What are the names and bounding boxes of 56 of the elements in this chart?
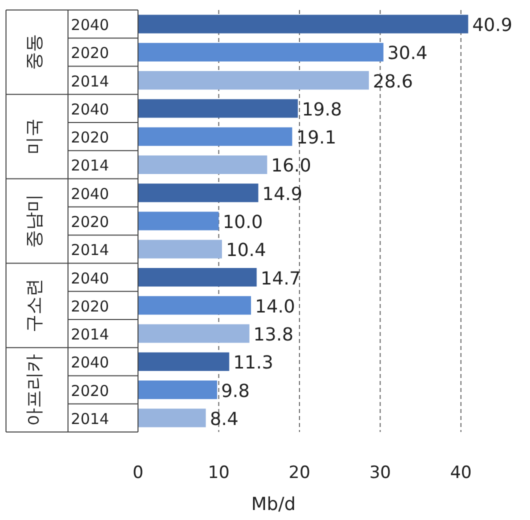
text: 2020 <box>70 213 110 231</box>
bar <box>138 352 230 371</box>
text: 16.0 <box>271 156 312 177</box>
x-tick-label: 0 <box>132 463 144 483</box>
bar <box>138 71 369 90</box>
text: 19.8 <box>302 99 342 120</box>
bar <box>138 127 292 146</box>
text: 40.9 <box>472 15 512 36</box>
text: 2014 <box>70 156 110 175</box>
text: 2014 <box>70 326 110 344</box>
series-label: 2020 <box>70 44 110 62</box>
y-tick-label: 구소련 <box>24 278 45 332</box>
text: 2040 <box>70 269 110 288</box>
bar <box>138 380 218 400</box>
text: 28.6 <box>372 71 413 92</box>
x-tick-label: 20 <box>288 463 310 483</box>
bar <box>138 240 222 258</box>
text: 10.0 <box>222 212 263 233</box>
text: 13.8 <box>253 324 294 346</box>
text: 9.8 <box>221 380 250 402</box>
text: 14.9 <box>262 184 302 205</box>
x-tick-label: 10 <box>208 463 230 483</box>
text: 11.3 <box>233 352 274 374</box>
text: 2020 <box>70 382 110 400</box>
text: 2020 <box>70 128 110 147</box>
text: 2014 <box>70 410 110 428</box>
y-tick-label: 중동 <box>24 34 45 70</box>
text: 8.4 <box>210 408 238 430</box>
bar <box>138 268 257 287</box>
series-label: 2014 <box>70 72 110 90</box>
bar <box>138 42 384 62</box>
text: 14.0 <box>255 296 296 318</box>
text: 2040 <box>70 354 110 372</box>
text: 30.4 <box>387 43 428 64</box>
text: 2020 <box>70 297 110 316</box>
y-tick-label: 중남미 <box>24 194 45 248</box>
bar <box>138 14 468 34</box>
text: 2040 <box>70 100 110 118</box>
y-tick-label: 아프리카 <box>24 354 45 426</box>
bar <box>138 184 258 202</box>
bar <box>138 408 206 428</box>
text: 2014 <box>70 241 110 260</box>
y-tick-label: 미국 <box>24 118 45 155</box>
bar <box>138 212 219 230</box>
text: 14.7 <box>260 268 301 290</box>
bar <box>138 155 268 174</box>
x-tick-label: 40 <box>450 463 472 483</box>
series-label: 2040 <box>70 16 110 34</box>
bar <box>138 324 250 343</box>
bar <box>138 99 298 118</box>
x-tick-label: 30 <box>369 463 392 483</box>
text: 2040 <box>70 184 110 203</box>
text: 10.4 <box>226 240 266 262</box>
text: 19.1 <box>296 128 336 149</box>
x-axis-title: Mb/d <box>251 494 296 515</box>
bar <box>138 296 252 315</box>
